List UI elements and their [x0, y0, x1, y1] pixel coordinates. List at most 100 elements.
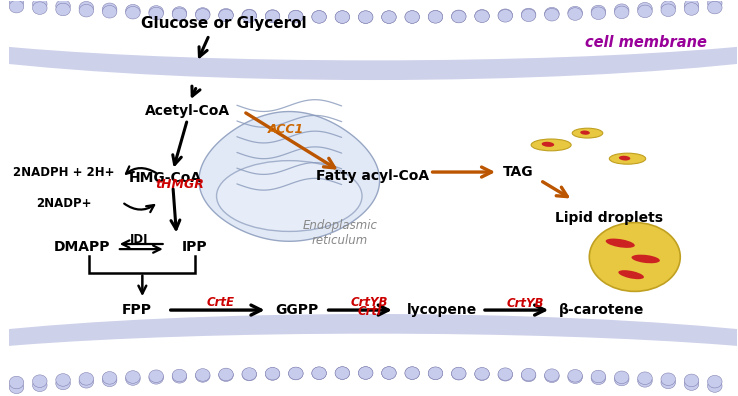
- Ellipse shape: [32, 375, 47, 387]
- Ellipse shape: [606, 238, 635, 248]
- Ellipse shape: [125, 6, 140, 19]
- Ellipse shape: [405, 367, 419, 379]
- Text: HMG-CoA: HMG-CoA: [129, 171, 202, 185]
- Ellipse shape: [289, 10, 303, 23]
- Ellipse shape: [0, 314, 738, 396]
- Ellipse shape: [312, 367, 326, 379]
- Ellipse shape: [498, 368, 513, 381]
- Ellipse shape: [149, 7, 163, 20]
- Ellipse shape: [684, 3, 699, 15]
- Ellipse shape: [172, 8, 187, 21]
- Ellipse shape: [615, 373, 629, 386]
- Ellipse shape: [521, 8, 536, 21]
- Ellipse shape: [79, 4, 94, 17]
- Text: Lipid droplets: Lipid droplets: [555, 211, 663, 225]
- Ellipse shape: [452, 367, 466, 380]
- Ellipse shape: [125, 371, 140, 383]
- Ellipse shape: [638, 2, 652, 15]
- Ellipse shape: [498, 10, 513, 22]
- Ellipse shape: [10, 0, 24, 8]
- Ellipse shape: [708, 0, 722, 10]
- Ellipse shape: [149, 371, 163, 384]
- Ellipse shape: [149, 370, 163, 383]
- Text: TAG: TAG: [503, 166, 534, 179]
- Ellipse shape: [428, 11, 443, 23]
- Ellipse shape: [242, 10, 257, 22]
- Ellipse shape: [242, 9, 257, 22]
- Text: GGPP: GGPP: [275, 303, 318, 317]
- Ellipse shape: [545, 8, 559, 21]
- Ellipse shape: [0, 0, 738, 60]
- Ellipse shape: [591, 7, 606, 19]
- Ellipse shape: [452, 10, 466, 23]
- Ellipse shape: [545, 8, 559, 20]
- Ellipse shape: [545, 369, 559, 381]
- Ellipse shape: [196, 369, 210, 381]
- Ellipse shape: [684, 378, 699, 390]
- Text: Acetyl-CoA: Acetyl-CoA: [145, 105, 230, 118]
- Ellipse shape: [615, 4, 629, 17]
- Ellipse shape: [335, 11, 350, 23]
- Ellipse shape: [568, 371, 582, 383]
- Ellipse shape: [452, 10, 466, 23]
- Ellipse shape: [196, 369, 210, 382]
- Text: β-carotene: β-carotene: [559, 303, 645, 317]
- Ellipse shape: [79, 2, 94, 14]
- Ellipse shape: [56, 374, 70, 386]
- Ellipse shape: [32, 0, 47, 10]
- Ellipse shape: [218, 368, 233, 381]
- Ellipse shape: [452, 367, 466, 380]
- Ellipse shape: [10, 381, 24, 394]
- Ellipse shape: [632, 255, 660, 263]
- Ellipse shape: [382, 11, 396, 23]
- Ellipse shape: [172, 371, 187, 383]
- Ellipse shape: [0, 0, 738, 80]
- Ellipse shape: [638, 5, 652, 18]
- Ellipse shape: [610, 153, 646, 164]
- Text: CrtE: CrtE: [206, 296, 234, 309]
- Ellipse shape: [428, 10, 443, 23]
- Text: Endoplasmic
reticulum: Endoplasmic reticulum: [303, 219, 378, 248]
- Ellipse shape: [545, 370, 559, 383]
- Ellipse shape: [289, 367, 303, 380]
- Ellipse shape: [475, 10, 489, 23]
- Ellipse shape: [568, 8, 582, 20]
- Ellipse shape: [708, 1, 722, 14]
- Ellipse shape: [265, 367, 280, 380]
- Ellipse shape: [242, 368, 257, 381]
- Ellipse shape: [475, 368, 489, 381]
- Ellipse shape: [405, 11, 419, 23]
- Ellipse shape: [79, 375, 94, 388]
- Ellipse shape: [359, 367, 373, 379]
- Ellipse shape: [684, 374, 699, 386]
- Ellipse shape: [335, 367, 350, 379]
- Ellipse shape: [615, 6, 629, 19]
- Ellipse shape: [542, 142, 554, 147]
- Ellipse shape: [661, 373, 675, 386]
- Ellipse shape: [172, 369, 187, 382]
- Ellipse shape: [521, 368, 536, 381]
- Text: Fatty acyl-CoA: Fatty acyl-CoA: [317, 169, 430, 183]
- Ellipse shape: [172, 7, 187, 19]
- Text: CrtYB: CrtYB: [507, 297, 545, 310]
- Ellipse shape: [615, 371, 629, 384]
- Ellipse shape: [0, 334, 738, 396]
- Ellipse shape: [638, 372, 652, 385]
- Ellipse shape: [335, 367, 350, 379]
- Ellipse shape: [196, 9, 210, 21]
- Ellipse shape: [661, 1, 675, 13]
- Ellipse shape: [475, 10, 489, 22]
- Text: 2NADPH + 2H+: 2NADPH + 2H+: [13, 166, 114, 179]
- Ellipse shape: [125, 373, 140, 385]
- Text: IDI: IDI: [129, 233, 148, 246]
- Ellipse shape: [265, 10, 280, 22]
- Text: IPP: IPP: [182, 240, 207, 254]
- Ellipse shape: [218, 9, 233, 22]
- Text: lycopene: lycopene: [407, 303, 477, 317]
- Ellipse shape: [590, 223, 680, 291]
- Ellipse shape: [10, 0, 24, 13]
- Ellipse shape: [619, 156, 630, 160]
- Ellipse shape: [521, 369, 536, 382]
- Ellipse shape: [382, 367, 396, 379]
- Ellipse shape: [103, 6, 117, 18]
